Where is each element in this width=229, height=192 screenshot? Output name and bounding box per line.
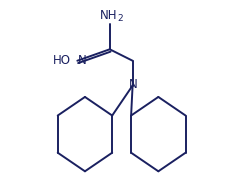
Text: HO: HO — [53, 54, 71, 67]
Text: NH: NH — [100, 9, 117, 22]
Text: N: N — [78, 54, 87, 67]
Text: N: N — [129, 78, 137, 91]
Text: 2: 2 — [117, 14, 123, 23]
